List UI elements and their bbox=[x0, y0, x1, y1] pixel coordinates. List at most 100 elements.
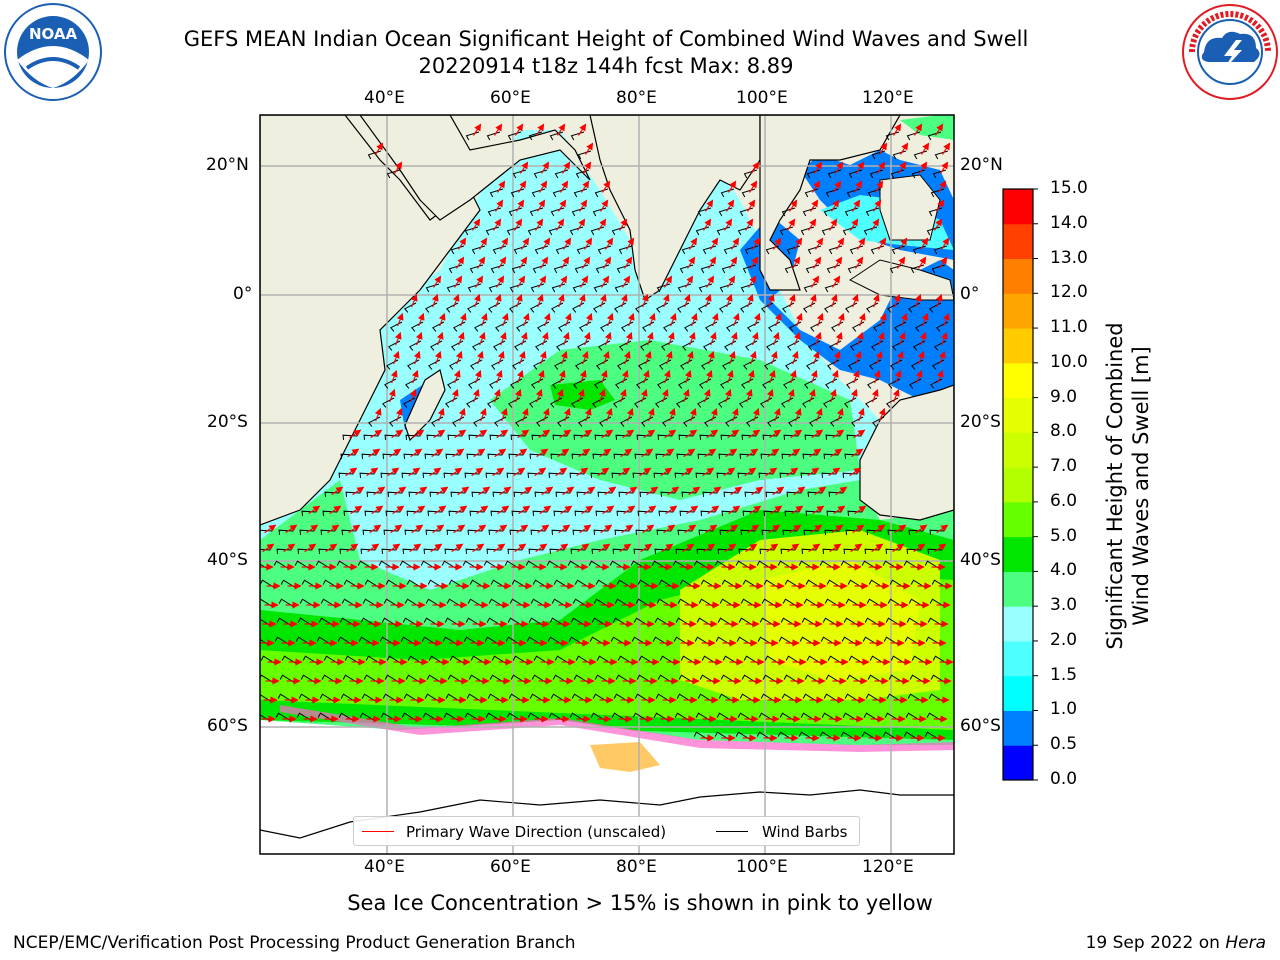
wave-direction-arrow bbox=[744, 467, 757, 477]
wave-direction-arrow bbox=[793, 486, 806, 496]
wave-direction-arrow bbox=[769, 429, 782, 439]
wave-direction-arrow bbox=[623, 350, 631, 365]
wave-direction-arrow bbox=[830, 199, 840, 212]
colorbar-tick-label: 2.0 bbox=[1050, 629, 1078, 650]
nws-logo bbox=[1182, 4, 1278, 100]
colorbar-title-line-2: Wind Waves and Swell [m] bbox=[1129, 346, 1153, 626]
wave-direction-arrow bbox=[765, 467, 778, 477]
wave-direction-arrow bbox=[750, 161, 760, 174]
wave-direction-arrow bbox=[304, 543, 317, 553]
wave-direction-arrow bbox=[513, 467, 526, 477]
land-seasia bbox=[759, 115, 901, 291]
wave-direction-arrow bbox=[936, 524, 949, 534]
wave-direction-arrow bbox=[472, 388, 480, 403]
wave-direction-arrow bbox=[459, 312, 467, 327]
colorbar-frame bbox=[1002, 188, 1034, 781]
wave-direction-arrow bbox=[852, 369, 860, 384]
wave-direction-arrow bbox=[584, 407, 592, 422]
colorbar-tick-label: 15.0 bbox=[1050, 178, 1088, 198]
wave-direction-arrow bbox=[646, 486, 659, 496]
wave-direction-arrow bbox=[625, 331, 633, 346]
wave-direction-arrow bbox=[431, 293, 439, 308]
wave-direction-arrow bbox=[854, 256, 864, 269]
colorbar-bin-15 bbox=[1003, 223, 1033, 260]
wave-direction-arrow bbox=[348, 524, 361, 534]
wave-direction-arrow bbox=[919, 237, 929, 250]
wave-direction-arrow bbox=[457, 486, 470, 496]
wave-direction-arrow bbox=[661, 388, 669, 403]
wave-direction-arrow bbox=[599, 293, 607, 308]
wave-direction-arrow bbox=[832, 429, 845, 439]
wave-direction-arrow bbox=[724, 388, 732, 403]
wave-direction-arrow bbox=[389, 448, 402, 458]
wave-direction-arrow bbox=[620, 448, 633, 458]
noaa-logo-text: NOAA bbox=[29, 25, 78, 43]
wave-direction-arrow bbox=[496, 180, 506, 193]
wave-direction-arrow bbox=[816, 312, 824, 327]
lon-tick-bottom-120e: 120°E bbox=[862, 857, 914, 877]
wave-direction-arrow bbox=[787, 543, 800, 553]
wave-direction-arrow bbox=[849, 218, 859, 231]
wave-direction-arrow bbox=[766, 543, 779, 553]
wave-direction-arrow bbox=[830, 448, 843, 458]
colorbar-tick-label: 1.0 bbox=[1050, 699, 1078, 720]
wave-direction-arrow bbox=[689, 407, 697, 422]
wave-direction-arrow bbox=[900, 312, 908, 327]
wave-direction-arrow bbox=[855, 161, 865, 174]
wave-direction-arrow bbox=[581, 350, 589, 365]
wave-direction-arrow bbox=[813, 161, 823, 174]
wave-direction-arrow bbox=[500, 407, 508, 422]
wave-direction-arrow bbox=[451, 543, 464, 553]
ocean-yellow-center bbox=[760, 560, 920, 680]
wave-direction-arrow bbox=[557, 199, 567, 212]
wave-direction-arrow bbox=[516, 369, 524, 384]
wave-direction-arrow bbox=[478, 331, 486, 346]
wave-direction-arrow bbox=[621, 275, 631, 288]
colorbar-bin-4 bbox=[1003, 606, 1033, 642]
wave-direction-arrow bbox=[662, 448, 675, 458]
wave-direction-arrow bbox=[472, 123, 482, 136]
wave-direction-arrow bbox=[709, 331, 717, 346]
lat-tick-right-0: 0° bbox=[960, 284, 980, 304]
colorbar-title-line-1: Significant Height of Combined bbox=[1103, 322, 1127, 650]
wave-direction-arrow bbox=[814, 331, 822, 346]
wave-direction-arrow bbox=[457, 331, 465, 346]
wave-direction-arrow bbox=[493, 543, 506, 553]
wave-direction-arrow bbox=[453, 524, 466, 534]
wave-direction-arrow bbox=[517, 180, 527, 193]
wave-direction-arrow bbox=[497, 505, 510, 515]
wave-direction-arrow bbox=[832, 180, 842, 193]
land-borneo bbox=[879, 174, 941, 241]
wave-direction-arrow bbox=[535, 388, 543, 403]
wave-direction-arrow bbox=[728, 350, 736, 365]
wave-direction-arrow bbox=[745, 543, 758, 553]
wave-direction-arrow bbox=[560, 350, 568, 365]
wave-direction-arrow bbox=[476, 505, 489, 515]
wave-direction-arrow bbox=[474, 275, 484, 288]
colorbar-bin-1 bbox=[1003, 710, 1033, 746]
wave-direction-arrow bbox=[517, 429, 530, 439]
wave-direction-arrow bbox=[625, 486, 638, 496]
wave-direction-arrow bbox=[794, 407, 802, 422]
wave-direction-arrow bbox=[563, 407, 571, 422]
wave-direction-arrow bbox=[668, 407, 676, 422]
wave-direction-arrow bbox=[436, 486, 449, 496]
wave-direction-arrow bbox=[849, 467, 862, 477]
wave-direction-arrow bbox=[899, 142, 909, 155]
wave-direction-arrow bbox=[514, 543, 527, 553]
wave-direction-arrow bbox=[704, 199, 714, 212]
legend: Primary Wave Direction (unscaled) Wind B… bbox=[353, 816, 860, 846]
wave-direction-arrow bbox=[684, 275, 694, 288]
wave-direction-arrow bbox=[536, 293, 544, 308]
colorbar-bin-16 bbox=[1003, 189, 1033, 225]
wave-direction-arrow bbox=[835, 331, 843, 346]
wave-direction-arrow bbox=[879, 312, 887, 327]
wave-direction-arrow bbox=[748, 429, 761, 439]
footer-host: Hera bbox=[1225, 933, 1266, 953]
wave-direction-arrow bbox=[703, 543, 716, 553]
wave-direction-arrow bbox=[495, 369, 503, 384]
wave-direction-arrow bbox=[920, 142, 930, 155]
wave-direction-arrow bbox=[702, 218, 712, 231]
wave-direction-arrow bbox=[934, 543, 947, 553]
wave-direction-arrow bbox=[935, 199, 945, 212]
